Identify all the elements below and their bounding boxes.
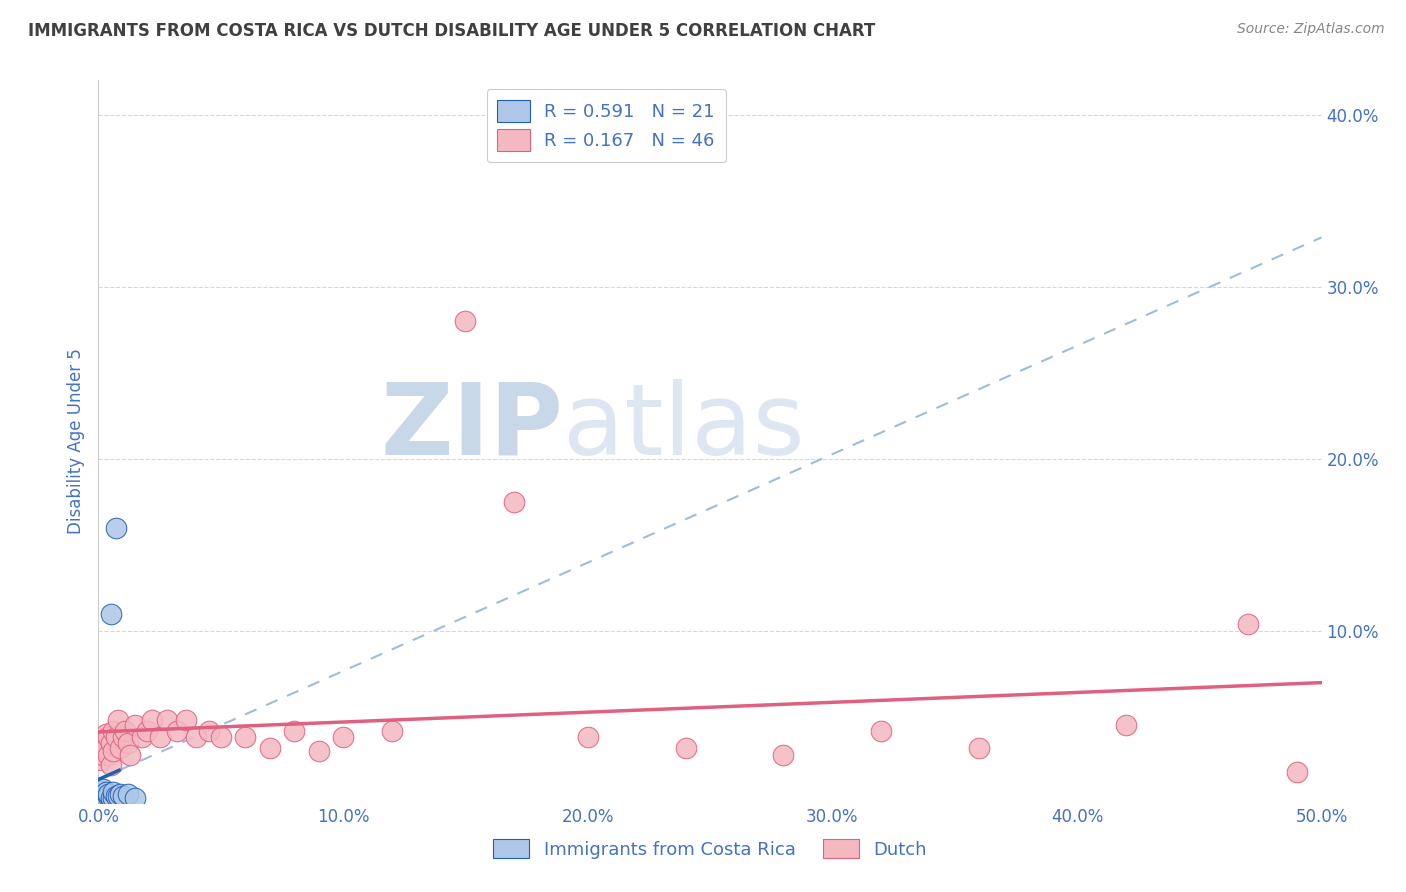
Point — [166, 723, 188, 738]
Point — [967, 740, 990, 755]
Point — [186, 731, 208, 745]
Point — [100, 758, 122, 772]
Point — [97, 789, 120, 803]
Point — [101, 723, 124, 738]
Point — [870, 723, 893, 738]
Point — [332, 731, 354, 745]
Point — [156, 713, 179, 727]
Point — [576, 731, 599, 745]
Point — [259, 740, 281, 755]
Point — [100, 735, 122, 749]
Point — [110, 740, 132, 755]
Text: atlas: atlas — [564, 378, 804, 475]
Point — [136, 723, 159, 738]
Point — [97, 787, 120, 801]
Point — [94, 790, 117, 805]
Point — [101, 744, 124, 758]
Point — [1115, 718, 1137, 732]
Point — [233, 731, 256, 745]
Point — [100, 607, 122, 621]
Point — [117, 735, 139, 749]
Point — [197, 723, 219, 738]
Point — [101, 790, 124, 805]
Point — [209, 731, 232, 745]
Point — [104, 789, 127, 803]
Point — [90, 787, 112, 801]
Point — [1286, 764, 1309, 779]
Point — [124, 790, 146, 805]
Point — [90, 784, 112, 798]
Point — [91, 747, 114, 762]
Point — [94, 727, 117, 741]
Text: IMMIGRANTS FROM COSTA RICA VS DUTCH DISABILITY AGE UNDER 5 CORRELATION CHART: IMMIGRANTS FROM COSTA RICA VS DUTCH DISA… — [28, 22, 876, 40]
Point — [124, 718, 146, 732]
Point — [772, 747, 794, 762]
Point — [91, 782, 114, 797]
Point — [117, 787, 139, 801]
Point — [111, 731, 134, 745]
Point — [114, 723, 136, 738]
Point — [503, 494, 526, 508]
Point — [107, 713, 129, 727]
Point — [454, 314, 477, 328]
Point — [1237, 616, 1260, 631]
Point — [91, 787, 114, 801]
Point — [90, 790, 112, 805]
Point — [104, 520, 127, 534]
Point — [90, 753, 112, 767]
Point — [97, 747, 120, 762]
Point — [111, 789, 134, 803]
Text: ZIP: ZIP — [381, 378, 564, 475]
Point — [91, 735, 114, 749]
Point — [675, 740, 697, 755]
Point — [176, 713, 198, 727]
Point — [110, 787, 132, 801]
Point — [107, 789, 129, 803]
Point — [104, 731, 127, 745]
Point — [149, 731, 172, 745]
Point — [120, 747, 142, 762]
Point — [100, 790, 122, 805]
Legend: Immigrants from Costa Rica, Dutch: Immigrants from Costa Rica, Dutch — [486, 832, 934, 866]
Point — [308, 744, 330, 758]
Point — [381, 723, 404, 738]
Point — [101, 785, 124, 799]
Point — [131, 731, 153, 745]
Point — [91, 790, 114, 805]
Point — [94, 740, 117, 755]
Point — [283, 723, 305, 738]
Y-axis label: Disability Age Under 5: Disability Age Under 5 — [66, 349, 84, 534]
Text: Source: ZipAtlas.com: Source: ZipAtlas.com — [1237, 22, 1385, 37]
Point — [90, 744, 112, 758]
Point — [141, 713, 163, 727]
Point — [97, 731, 120, 745]
Point — [94, 785, 117, 799]
